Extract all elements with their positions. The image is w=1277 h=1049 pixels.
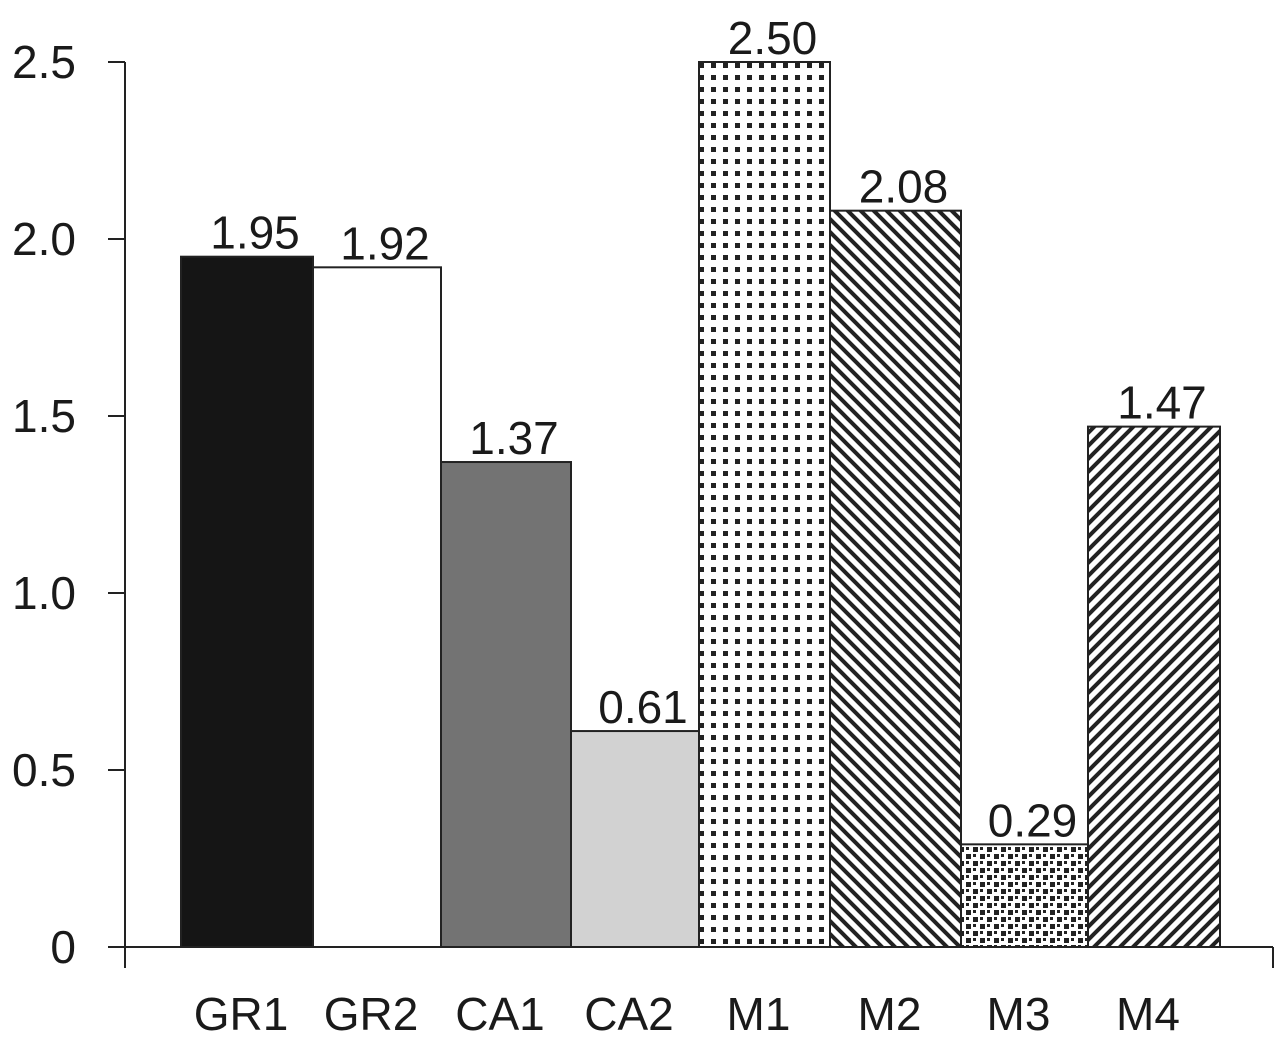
y-tick-label: 2.0 bbox=[12, 213, 76, 265]
x-tick-label-m4: M4 bbox=[1116, 988, 1180, 1040]
bar-m3 bbox=[960, 843, 1089, 949]
x-tick-label-m2: M2 bbox=[858, 988, 922, 1040]
x-tick-label-gr1: GR1 bbox=[194, 988, 289, 1040]
bar-gr1 bbox=[180, 255, 314, 948]
y-tick-label: 2.5 bbox=[12, 36, 76, 88]
bar-ca1 bbox=[440, 461, 572, 948]
data-label-m4: 1.47 bbox=[1117, 377, 1207, 429]
data-label-m3: 0.29 bbox=[988, 794, 1078, 846]
bar-m2 bbox=[829, 209, 962, 948]
x-tick-label-ca2: CA2 bbox=[584, 988, 673, 1040]
data-label-m1: 2.50 bbox=[728, 12, 818, 64]
y-tick-label: 1.5 bbox=[12, 390, 76, 442]
bar-m1 bbox=[698, 61, 831, 948]
x-tick-label-ca1: CA1 bbox=[455, 988, 544, 1040]
y-tick-label: 1.0 bbox=[12, 567, 76, 619]
x-tick-label-m3: M3 bbox=[987, 988, 1051, 1040]
data-label-ca2: 0.61 bbox=[598, 681, 688, 733]
bar-ca2 bbox=[570, 730, 700, 948]
x-tick-label-m1: M1 bbox=[727, 988, 791, 1040]
data-label-gr2: 1.92 bbox=[340, 217, 430, 269]
bar-m4 bbox=[1087, 425, 1221, 948]
x-tick-label-gr2: GR2 bbox=[324, 988, 419, 1040]
y-tick-label: 0.5 bbox=[12, 744, 76, 796]
bar-gr2 bbox=[312, 266, 442, 948]
data-label-m2: 2.08 bbox=[859, 161, 949, 213]
y-tick-label: 0 bbox=[50, 921, 76, 973]
data-label-gr1: 1.95 bbox=[210, 207, 300, 259]
data-label-ca1: 1.37 bbox=[469, 412, 559, 464]
